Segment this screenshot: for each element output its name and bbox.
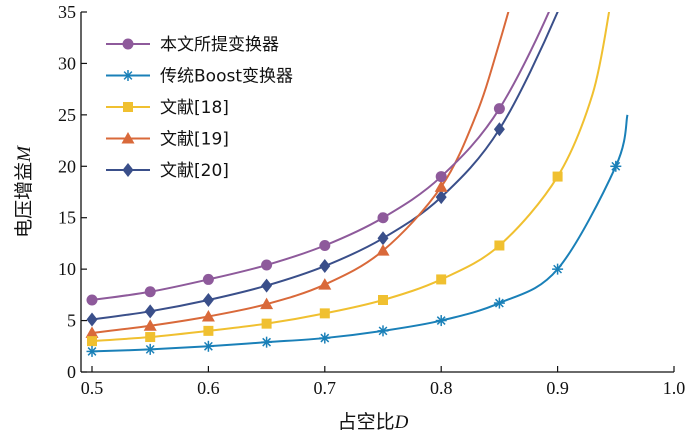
x-tick-label: 0.9 [546, 378, 569, 398]
data-point [201, 309, 215, 322]
y-tick-label: 25 [58, 105, 76, 125]
data-point [552, 263, 564, 275]
data-point [261, 318, 272, 329]
legend-marker [122, 38, 134, 50]
legend-label: 本文所提变换器 [160, 35, 279, 55]
data-point [203, 325, 214, 336]
x-tick-label: 0.6 [197, 378, 220, 398]
legend-label: 文献[18] [160, 98, 229, 118]
marker-layer [85, 103, 622, 357]
data-point [202, 340, 214, 352]
data-point [202, 293, 214, 307]
y-axis-title: 电压增益M [13, 145, 35, 238]
x-tick-label: 1.0 [663, 378, 685, 398]
data-point [377, 231, 389, 246]
data-point [376, 244, 390, 256]
x-tick-label: 0.8 [430, 378, 453, 398]
legend-marker [123, 102, 133, 112]
legend-item: 文献[18] [106, 98, 229, 118]
series-line [91, 12, 611, 343]
data-point [144, 304, 156, 319]
x-axis-title: 占空比D [338, 411, 409, 433]
legend-marker [122, 70, 134, 81]
data-point [493, 122, 505, 137]
legend-label: 文献[20] [160, 161, 229, 181]
data-point [202, 273, 214, 285]
data-point [494, 240, 505, 251]
x-axis-variable: D [394, 412, 409, 433]
data-point [85, 326, 99, 338]
y-axis-variable: M [14, 145, 35, 163]
data-point [86, 345, 98, 357]
y-axis-title-text: 电压增益 [13, 162, 35, 238]
data-point [378, 295, 388, 305]
data-point [319, 239, 331, 251]
x-tick-label: 0.5 [81, 378, 104, 398]
axes: 0.5 0.6 0.7 0.8 0.9 1.0 0 5 10 15 20 25 30 35 [58, 2, 685, 398]
data-point [86, 312, 98, 327]
legend-label: 文献[19] [160, 130, 229, 150]
data-point [377, 212, 389, 224]
data-point [87, 336, 97, 347]
data-point [493, 297, 505, 309]
data-point [377, 325, 389, 337]
data-point [493, 103, 505, 115]
legend-marker [121, 132, 135, 144]
data-point [319, 332, 331, 344]
legend-item: 文献[19] [106, 130, 229, 150]
x-axis-title-text: 占空比 [338, 411, 395, 433]
data-point [143, 319, 157, 331]
y-tick-label: 10 [58, 259, 76, 279]
legend-label: 传统Boost变换器 [160, 67, 293, 87]
y-tick-label: 20 [58, 156, 76, 176]
x-tick-label: 0.7 [314, 378, 337, 398]
legend-marker [122, 163, 134, 177]
data-point [261, 336, 273, 348]
series-line [91, 12, 510, 334]
data-point [144, 286, 156, 298]
data-point [318, 278, 332, 290]
legend-item: 传统Boost变换器 [106, 67, 293, 87]
data-point [144, 343, 156, 355]
data-point [261, 259, 273, 271]
y-tick-label: 5 [67, 311, 76, 331]
data-point [434, 180, 448, 192]
y-tick-label: 15 [58, 208, 76, 228]
series-line [91, 114, 629, 353]
data-point [319, 259, 331, 274]
data-point [261, 278, 273, 293]
legend-item: 本文所提变换器 [106, 35, 279, 55]
y-tick-label: 35 [58, 2, 76, 22]
data-point [552, 171, 563, 182]
data-point [435, 190, 447, 205]
data-point [145, 332, 156, 343]
y-tick-label: 0 [67, 362, 76, 382]
data-point [435, 171, 447, 183]
data-point [436, 274, 447, 285]
data-point [319, 308, 330, 319]
data-point [260, 297, 274, 310]
data-point [435, 315, 447, 327]
legend-item: 文献[20] [106, 161, 229, 181]
data-point [610, 160, 622, 172]
data-point [86, 294, 98, 306]
y-tick-label: 30 [58, 53, 76, 73]
